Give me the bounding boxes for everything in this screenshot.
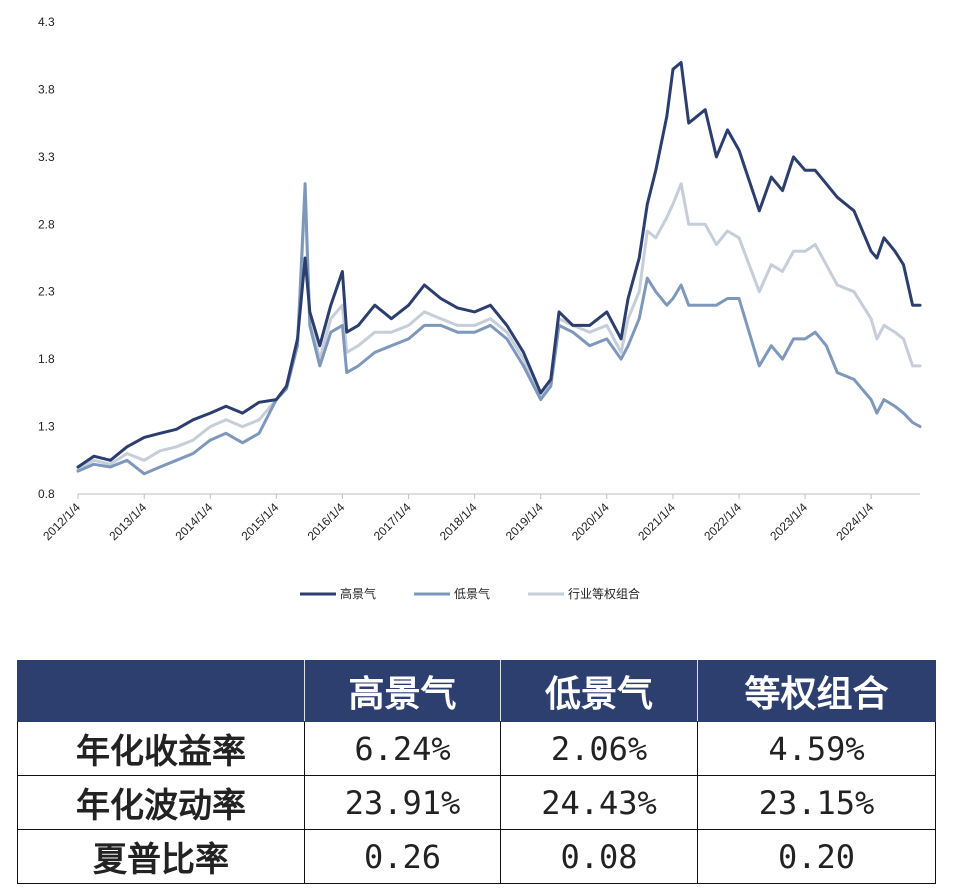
table-cell: 24.43% [500,775,698,830]
x-tick-label: 2018/1/4 [437,500,480,543]
table-header-corner [17,660,305,722]
x-tick-label: 2024/1/4 [833,500,876,543]
y-tick-label: 3.8 [38,82,55,96]
row-label: 年化波动率 [17,775,305,830]
x-tick-label: 2013/1/4 [106,500,149,543]
y-tick-label: 0.8 [38,487,55,501]
x-tick-label: 2022/1/4 [701,500,744,543]
y-tick-label: 1.8 [38,352,55,366]
y-tick-label: 3.3 [38,150,55,164]
y-axis: 0.8 1.3 1.8 2.3 2.8 3.3 3.8 4.3 [38,15,55,501]
y-tick-label: 4.3 [38,15,55,29]
table-header-row: 高景气 低景气 等权组合 [17,660,936,722]
series-line-0 [76,61,922,469]
y-tick-label: 2.3 [38,285,55,299]
x-tick-label: 2023/1/4 [767,500,810,543]
table-cell: 2.06% [500,721,698,776]
x-tick-label: 2014/1/4 [172,500,215,543]
table-header-low: 低景气 [500,660,698,722]
x-tick-label: 2012/1/4 [40,500,83,543]
stats-table: 高景气 低景气 等权组合 年化收益率 6.24% 2.06% 4.59% 年化波… [17,660,936,884]
y-tick-label: 2.8 [38,217,55,231]
row-label: 年化收益率 [17,721,305,776]
row-label: 夏普比率 [17,829,305,884]
table-cell: 4.59% [697,721,936,776]
series-lines [76,61,922,476]
table-cell: 0.26 [304,829,501,884]
table-row: 年化波动率 23.91% 24.43% 23.15% [17,775,936,830]
table-cell: 23.91% [304,775,501,830]
legend-label: 高景气 [340,586,376,601]
legend: 高景气 低景气 行业等权组合 [300,586,640,601]
table-cell: 0.20 [697,829,936,884]
legend-label: 行业等权组合 [568,586,640,601]
series-line-2 [76,182,922,472]
table-row: 年化收益率 6.24% 2.06% 4.59% [17,721,936,776]
x-tick-label: 2019/1/4 [503,500,546,543]
x-tick-label: 2021/1/4 [635,500,678,543]
table-cell: 6.24% [304,721,501,776]
table-cell: 0.08 [500,829,698,884]
x-tick-label: 2017/1/4 [371,500,414,543]
table-cell: 23.15% [697,775,936,830]
x-tick-label: 2015/1/4 [239,500,282,543]
y-tick-label: 1.3 [38,420,55,434]
line-chart: 0.8 1.3 1.8 2.3 2.8 3.3 3.8 4.3 2012/1/4 2013/1/… [38,15,922,601]
table-header-equal: 等权组合 [697,660,936,722]
table-row: 夏普比率 0.26 0.08 0.20 [17,829,936,884]
legend-label: 低景气 [454,586,490,601]
x-tick-label: 2016/1/4 [305,500,348,543]
series-line-1 [76,182,922,476]
x-axis: 2012/1/4 2013/1/4 2014/1/4 2015/1/4 2016/1/4… [40,493,920,543]
table-header-high: 高景气 [304,660,501,722]
x-tick-label: 2020/1/4 [569,500,612,543]
